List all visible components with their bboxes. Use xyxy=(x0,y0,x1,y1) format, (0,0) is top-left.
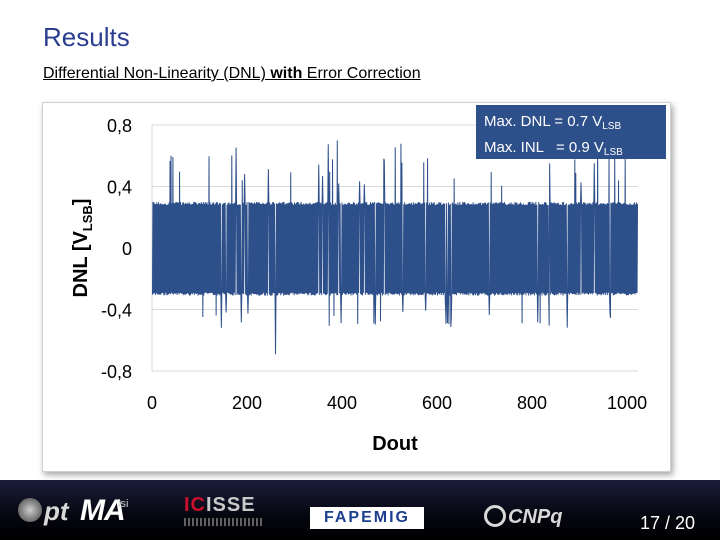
max-inl-text: Max. INL = 0.9 VLSB xyxy=(484,139,623,158)
slide-subtitle: Differential Non-Linearity (DNL) with Er… xyxy=(43,65,421,83)
dnl-chart: 0,8 0,4 0 -0,4 -0,8 0 200 400 600 800 1000 Dout DNL … xyxy=(42,102,671,472)
icisse-logo-ic: IC xyxy=(184,494,206,516)
x-tick-label: 800 xyxy=(517,393,547,413)
x-tick-label: 400 xyxy=(327,393,357,413)
ptma-logo-pt: pt xyxy=(44,496,69,526)
subtitle-part-1: Differential Non-Linearity (DNL) xyxy=(43,65,271,82)
icisse-logo: ICISSE xyxy=(184,494,264,530)
max-values-box: Max. DNL = 0.7 VLSB Max. INL = 0.9 VLSB xyxy=(476,105,666,159)
cnpq-q-icon xyxy=(484,505,506,527)
dnl-series-line xyxy=(151,140,639,355)
page-number: 17 / 20 xyxy=(640,513,696,533)
max-dnl-text: Max. DNL = 0.7 VLSB xyxy=(484,113,622,132)
fapemig-logo: FAPEMIG xyxy=(310,507,424,529)
y-tick-label: 0 xyxy=(122,239,132,259)
ptma-logo: pt MA lsi xyxy=(14,494,139,530)
x-tick-label: 600 xyxy=(422,393,452,413)
x-axis-label: Dout xyxy=(372,433,418,455)
y-tick-label: -0,8 xyxy=(101,362,132,382)
y-tick-label: 0,4 xyxy=(107,178,132,198)
ptma-globe-icon xyxy=(18,498,42,522)
subtitle-bold: with xyxy=(270,65,303,82)
ptma-logo-lsi: lsi xyxy=(118,498,129,510)
x-tick-label: 200 xyxy=(232,393,262,413)
ptma-logo-ma: MA xyxy=(80,494,126,527)
slide-title: Results xyxy=(43,22,130,52)
cnpq-logo: CNPq xyxy=(484,505,562,531)
subtitle-part-2: Error Correction xyxy=(302,65,421,82)
icisse-logo-isse: ISSE xyxy=(206,494,256,516)
x-tick-label: 1000 xyxy=(607,393,647,413)
y-tick-label: -0,4 xyxy=(101,301,132,321)
x-tick-label: 0 xyxy=(147,393,157,413)
cnpq-logo-text: CNPq xyxy=(508,506,563,528)
icisse-logo-fineprint xyxy=(184,518,264,526)
y-axis-label: DNL [VLSB] xyxy=(70,199,95,298)
y-tick-label: 0,8 xyxy=(107,116,132,136)
